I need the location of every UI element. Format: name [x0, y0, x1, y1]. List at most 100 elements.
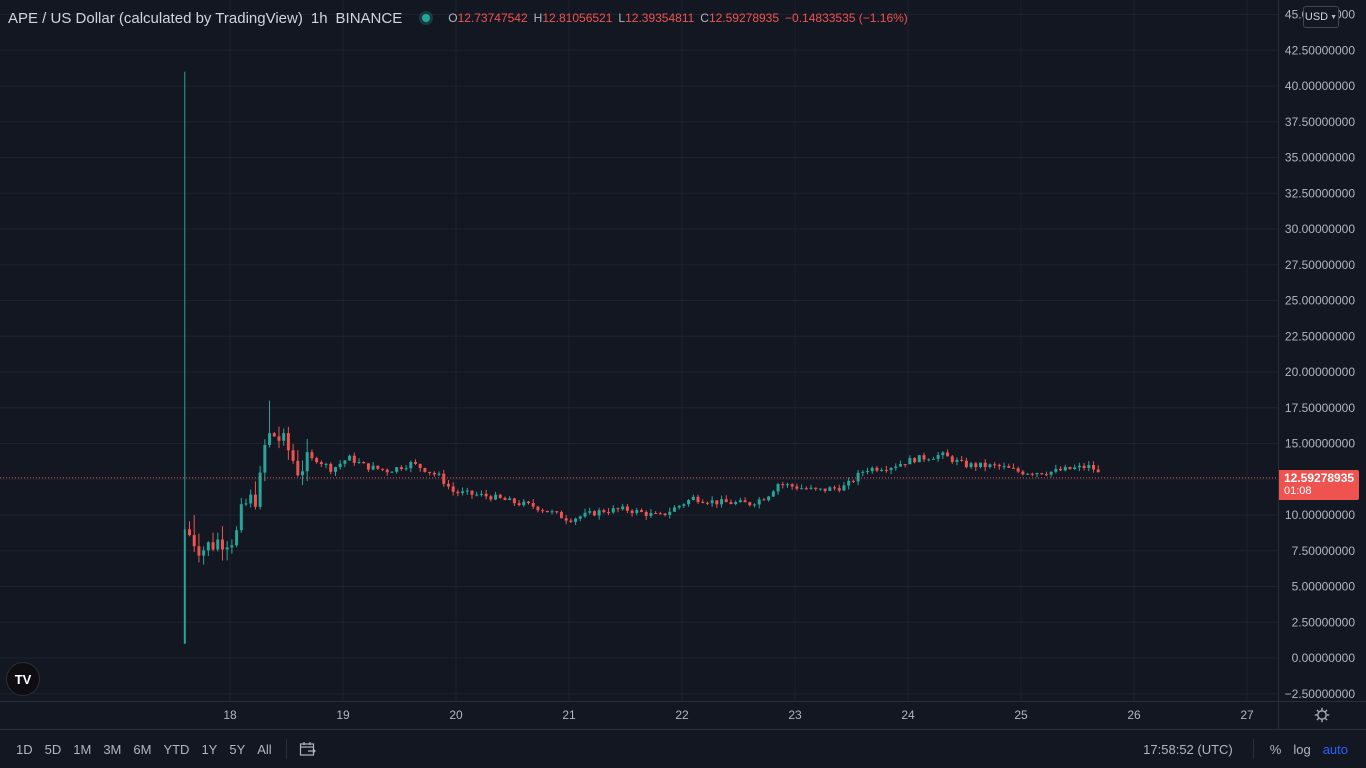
candle — [884, 465, 888, 473]
candle — [1096, 465, 1100, 473]
log-scale-toggle[interactable]: log — [1293, 741, 1311, 757]
price-tick-label: −2.50000000 — [1285, 687, 1356, 701]
range-button-1d[interactable]: 1D — [16, 741, 33, 757]
time-tick-label: 19 — [336, 708, 350, 722]
price-axis[interactable]: −2.50000000 0.00000000 2.50000000 5.0000000… — [1278, 0, 1356, 729]
candle — [550, 509, 554, 515]
candle — [734, 500, 738, 506]
price-tick-label: 10.00000000 — [1285, 508, 1355, 522]
candle — [418, 463, 422, 472]
candle — [762, 497, 766, 501]
candle — [1073, 464, 1077, 470]
candle — [913, 457, 917, 464]
candle — [522, 499, 526, 507]
last-price-value: 12.59278935 — [1284, 471, 1355, 485]
candle — [489, 494, 493, 502]
scale-tools: 17:58:52 (UTC) % log auto — [1143, 730, 1354, 768]
range-button-ytd[interactable]: YTD — [163, 741, 190, 757]
candle — [936, 452, 940, 462]
market-status-icon[interactable] — [422, 14, 431, 22]
percent-scale-toggle[interactable]: % — [1269, 741, 1282, 757]
candle — [668, 507, 672, 519]
candle — [319, 460, 323, 468]
candle — [941, 451, 945, 459]
candle — [494, 491, 498, 501]
candle — [371, 462, 375, 471]
candle — [677, 505, 681, 510]
price-tick-label: 20.00000000 — [1285, 365, 1355, 379]
time-tick-label: 23 — [788, 708, 802, 722]
candle — [395, 466, 399, 474]
candle — [635, 507, 639, 516]
close-key: C — [700, 11, 709, 25]
candle — [1054, 464, 1058, 474]
time-tick-label: 20 — [449, 708, 463, 722]
time-tick-label: 26 — [1127, 708, 1141, 722]
symbol-title[interactable]: APE / US Dollar (calculated by TradingVi… — [8, 9, 303, 27]
range-button-1y[interactable]: 1Y — [201, 741, 218, 757]
candle — [512, 497, 516, 507]
price-tick-label: 0.00000000 — [1292, 651, 1356, 665]
candle — [705, 501, 709, 506]
calendar-goto-icon[interactable] — [297, 739, 319, 759]
chart-grid — [0, 0, 1278, 701]
range-button-1m[interactable]: 1M — [73, 741, 92, 757]
range-button-3m[interactable]: 3M — [103, 741, 122, 757]
bar-countdown: 01:08 — [1284, 485, 1312, 497]
candle — [597, 507, 601, 520]
candle — [249, 489, 253, 508]
currency-button[interactable]: USD ▼ — [1303, 6, 1339, 28]
candle — [607, 508, 611, 516]
candle — [785, 482, 789, 488]
candle — [795, 483, 799, 491]
candle — [917, 455, 921, 463]
candle — [442, 469, 446, 487]
candle — [366, 463, 370, 472]
range-button-all[interactable]: All — [257, 741, 272, 757]
candle — [880, 467, 884, 472]
candle — [814, 487, 818, 491]
price-tick-label: 15.00000000 — [1285, 437, 1355, 451]
candle — [456, 489, 460, 497]
time-axis[interactable]: 18 19 20 21 22 23 24 25 26 27 — [0, 701, 1366, 723]
candle — [588, 507, 592, 515]
candle — [1040, 472, 1044, 475]
utc-clock[interactable]: 17:58:52 (UTC) — [1143, 741, 1233, 757]
candle — [1059, 466, 1063, 472]
candle — [729, 499, 733, 505]
candle — [503, 496, 507, 501]
candle — [894, 463, 898, 471]
toolbar-divider — [1252, 739, 1254, 759]
candle — [343, 460, 347, 468]
candle — [753, 503, 757, 508]
candle — [206, 541, 210, 557]
candle — [837, 484, 841, 493]
candle — [348, 454, 352, 461]
auto-scale-toggle[interactable]: auto — [1322, 741, 1348, 757]
candle — [687, 499, 691, 507]
toolbar-divider — [285, 739, 287, 759]
candle — [555, 510, 559, 514]
range-button-6m[interactable]: 6M — [133, 741, 152, 757]
price-chart[interactable]: −2.50000000 0.00000000 2.50000000 5.0000000… — [0, 0, 1366, 729]
candle — [611, 505, 615, 514]
candle — [809, 484, 813, 490]
candle — [253, 481, 257, 510]
candle — [649, 509, 653, 518]
candle — [531, 499, 535, 510]
range-button-5y[interactable]: 5Y — [229, 741, 246, 757]
interval-label[interactable]: 1h — [310, 9, 328, 27]
candle — [988, 463, 992, 469]
candle — [1082, 462, 1086, 471]
range-button-5d[interactable]: 5D — [44, 741, 62, 757]
candle — [390, 471, 394, 473]
candle — [451, 482, 455, 496]
candle — [517, 500, 521, 507]
candle — [682, 503, 686, 509]
candle — [432, 471, 436, 477]
tradingview-logo-icon[interactable]: TV — [6, 662, 40, 696]
candle — [286, 426, 290, 460]
price-tick-label: 5.00000000 — [1292, 580, 1356, 594]
open-key: O — [448, 11, 458, 25]
gear-icon[interactable] — [1312, 705, 1332, 725]
